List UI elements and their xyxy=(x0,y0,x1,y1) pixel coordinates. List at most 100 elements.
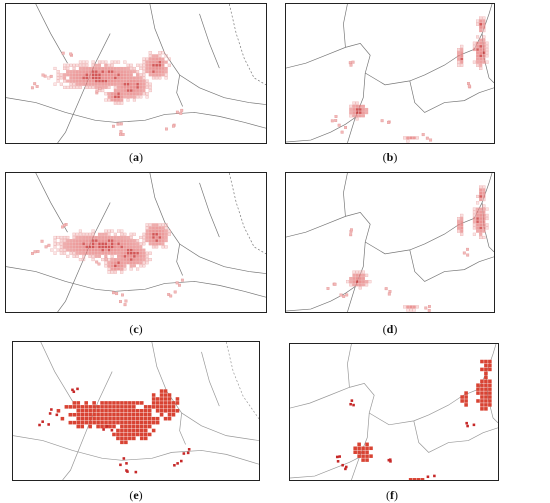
density-cell xyxy=(139,416,144,421)
density-cell xyxy=(158,229,162,233)
density-cell xyxy=(116,245,121,249)
density-cell xyxy=(164,232,168,236)
density-cell xyxy=(136,89,140,93)
density-cell xyxy=(110,428,114,432)
density-cell xyxy=(148,85,152,89)
density-cell xyxy=(349,276,353,281)
density-cell xyxy=(107,251,111,255)
density-cell xyxy=(416,478,421,480)
density-cell xyxy=(355,273,359,277)
density-cell xyxy=(101,251,105,255)
density-cell xyxy=(121,133,125,136)
density-cell xyxy=(112,401,116,405)
density-cell xyxy=(110,66,114,71)
density-cell xyxy=(101,85,105,89)
density-cell xyxy=(340,130,344,134)
density-cell xyxy=(479,66,483,71)
density-cell xyxy=(132,239,136,243)
density-cell xyxy=(179,459,183,463)
density-cell xyxy=(123,73,127,77)
density-cell xyxy=(479,213,483,217)
density-cell xyxy=(113,258,117,262)
density-cell xyxy=(164,226,168,230)
density-cell xyxy=(63,248,67,252)
density-cell xyxy=(151,54,156,58)
density-cell xyxy=(142,261,146,265)
density-cell xyxy=(124,299,128,303)
density-cell xyxy=(110,98,114,102)
density-cell xyxy=(479,223,483,227)
density-cell xyxy=(136,251,140,255)
density-cell xyxy=(355,104,359,108)
density-cell xyxy=(158,51,162,55)
density-cell xyxy=(66,66,70,71)
density-cell xyxy=(145,95,149,99)
density-cell xyxy=(78,66,82,71)
density-cell xyxy=(82,239,86,243)
density-cell xyxy=(167,229,171,233)
density-cell xyxy=(472,220,476,224)
density-cell xyxy=(78,85,82,89)
density-cell xyxy=(358,280,362,284)
density-cell xyxy=(142,239,146,243)
density-cell xyxy=(72,405,77,409)
density-cell xyxy=(116,85,121,89)
density-cell xyxy=(100,401,104,405)
density-cell xyxy=(113,239,117,243)
density-cell xyxy=(94,76,98,80)
caption-f: (f) xyxy=(386,488,398,502)
density-cell xyxy=(63,85,67,89)
density-cell xyxy=(380,119,384,123)
density-cell xyxy=(148,66,152,71)
density-cell xyxy=(476,48,480,52)
density-cell xyxy=(357,442,361,447)
density-cell xyxy=(91,76,95,80)
density-cell xyxy=(75,85,79,89)
density-cell xyxy=(148,223,152,227)
density-cell xyxy=(56,235,60,240)
density-cell xyxy=(126,79,130,83)
density-cell xyxy=(460,232,464,236)
density-cell xyxy=(66,245,70,249)
density-cell xyxy=(97,82,102,86)
density-cell xyxy=(155,239,159,243)
density-cell xyxy=(123,242,127,246)
density-cell xyxy=(167,397,172,401)
density-cell xyxy=(479,41,483,45)
density-cell xyxy=(75,242,79,246)
density-cell xyxy=(91,63,95,67)
density-cell xyxy=(361,114,365,118)
density-cell xyxy=(49,74,53,78)
density-cell xyxy=(104,98,108,102)
density-cell xyxy=(365,446,369,451)
density-cell xyxy=(129,92,133,96)
density-cell xyxy=(460,60,464,64)
density-cell xyxy=(158,235,162,240)
density-cell xyxy=(158,54,162,58)
density-cell xyxy=(116,258,121,262)
density-cell xyxy=(155,409,160,413)
density-cell xyxy=(126,66,130,71)
density-cell xyxy=(123,66,127,71)
density-cell xyxy=(107,248,111,252)
density-cell xyxy=(136,412,140,417)
density-cell xyxy=(53,242,57,246)
density-cell xyxy=(104,82,108,86)
density-cell xyxy=(167,405,172,409)
density-cell xyxy=(161,57,165,61)
density-cell xyxy=(120,428,124,433)
density-cell xyxy=(120,101,124,105)
density-cell xyxy=(63,79,67,83)
density-cell xyxy=(167,393,172,397)
density-cell xyxy=(136,428,140,433)
density-cell xyxy=(107,76,111,80)
density-cell xyxy=(148,63,152,67)
density-cell xyxy=(126,235,130,240)
density-cell xyxy=(108,405,112,409)
map-e-svg xyxy=(13,342,259,480)
density-cell xyxy=(358,104,362,108)
density-cell xyxy=(476,207,480,211)
density-cell xyxy=(352,280,356,284)
density-cell xyxy=(88,66,92,71)
density-cell xyxy=(482,22,486,26)
